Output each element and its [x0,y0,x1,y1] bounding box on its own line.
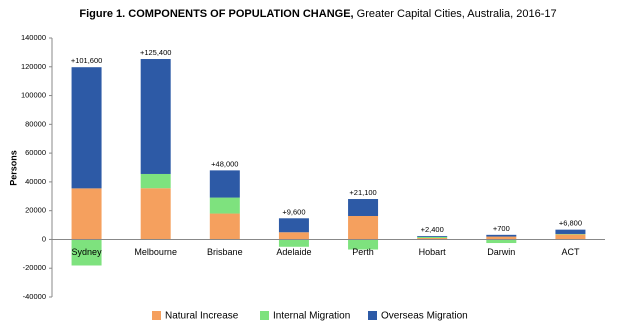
bar-segment [486,234,517,237]
x-tick-label: Sydney [72,247,103,257]
chart-subtitle: Greater Capital Cities, Australia, 2016-… [357,8,557,20]
bar-segment [71,67,102,189]
y-tick-label: 100000 [21,91,46,100]
x-tick-label: ACT [561,247,580,257]
bar-segment [417,238,448,240]
chart-title: Figure 1. COMPONENTS OF POPULATION CHANG… [79,8,353,20]
y-tick-label: 60000 [25,148,46,157]
total-label: +21,100 [349,188,376,197]
bar-segment [140,188,171,240]
legend-label: Overseas Migration [381,311,468,322]
bar-segment [486,236,517,240]
y-axis-label: Persons [8,150,18,186]
y-tick-label: -20000 [23,263,46,272]
total-label: +700 [493,224,510,233]
total-label: +101,600 [71,56,103,65]
legend-swatch [152,311,161,320]
bar-segment [71,188,102,240]
x-tick-label: Melbourne [134,247,177,257]
bar-segment [348,199,379,216]
bar-segment [555,234,586,240]
bar-segment [555,229,586,234]
bar-segment [348,239,379,250]
bar-segment [486,239,517,244]
x-tick-label: Perth [352,247,374,257]
bar-segment [278,218,309,233]
x-tick-label: Adelaide [276,247,311,257]
bar-segment [209,213,240,240]
y-tick-label: -40000 [23,292,46,301]
bar-segment [209,197,240,214]
y-tick-label: 20000 [25,206,46,215]
total-label: +48,000 [211,159,238,168]
bar-segment [278,239,309,247]
y-tick-label: 140000 [21,33,46,42]
legend-label: Internal Migration [273,311,350,322]
y-tick-label: 120000 [21,62,46,71]
y-tick-label: 80000 [25,119,46,128]
bar-segment [209,170,240,198]
x-tick-label: Hobart [419,247,447,257]
total-label: +6,800 [559,219,582,228]
bar-segment [417,235,448,237]
bar-segment [278,232,309,240]
y-tick-label: 0 [42,234,46,243]
x-tick-label: Brisbane [207,247,243,257]
legend-label: Natural Increase [165,311,239,322]
bar-segment [71,239,102,266]
bar-segment [348,215,379,240]
total-label: +2,400 [421,225,444,234]
total-label: +9,600 [282,207,305,216]
legend-swatch [260,311,269,320]
legend-swatch [368,311,377,320]
chart-title-group: Figure 1. COMPONENTS OF POPULATION CHANG… [79,8,556,20]
bar-segment [417,236,448,239]
y-tick-label: 40000 [25,177,46,186]
total-label: +125,400 [140,48,172,57]
x-tick-label: Darwin [487,247,515,257]
bar-segment [140,59,171,174]
bar-segment [140,173,171,189]
